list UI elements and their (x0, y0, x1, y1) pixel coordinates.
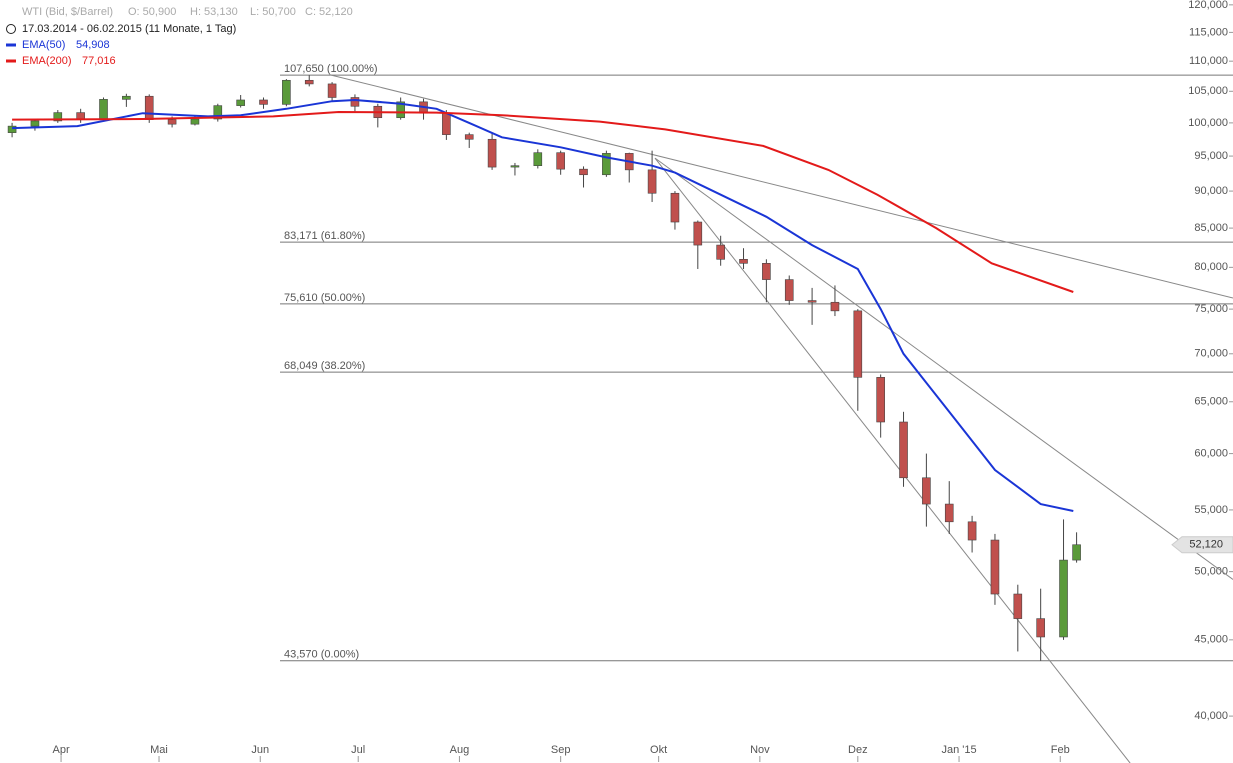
candle-body (510, 165, 520, 168)
candle-body (442, 112, 451, 135)
header: WTI (Bid, $/Barrel) O: 50,900 H: 53,130 … (6, 6, 353, 35)
price-tag (1171, 536, 1233, 554)
y-tick-label: 100,000 (1188, 117, 1228, 129)
candle-body (784, 279, 794, 301)
trend-line (654, 157, 1233, 580)
candle-body (716, 244, 725, 260)
y-tick-label: 110,000 (1189, 55, 1228, 67)
y-tick-label: 120,000 (1188, 0, 1228, 11)
candle-body (556, 152, 565, 170)
candle-body (236, 99, 245, 106)
candle-body (922, 477, 931, 505)
y-tick-label: 115,000 (1189, 26, 1228, 38)
ohlc-open: O: 50,900 (128, 6, 176, 18)
candle-body (190, 118, 200, 125)
candle-body (282, 79, 291, 105)
y-tick-label: 40,000 (1194, 710, 1228, 722)
x-tick-label: Sep (551, 744, 571, 756)
candle-body (830, 301, 840, 312)
trend-line (654, 157, 1131, 763)
x-tick-label: Aug (450, 744, 470, 756)
ohlc-low: L: 50,700 (250, 6, 296, 18)
candle-body (396, 101, 405, 119)
level-label: 43,570 (0.00%) (284, 649, 359, 661)
y-tick-label: 105,000 (1188, 85, 1228, 97)
x-tick-label: Jun (251, 744, 269, 756)
y-tick-label: 50,000 (1194, 566, 1228, 578)
candle-body (647, 169, 657, 194)
ema-line (12, 110, 1074, 293)
candle-body (213, 105, 223, 120)
candle-body (7, 125, 17, 133)
candle-body (693, 221, 703, 246)
candle-body (990, 539, 1000, 595)
candle-body (167, 119, 177, 125)
candle-body (1036, 618, 1045, 638)
candle-body (53, 112, 63, 122)
candle-body (487, 138, 497, 168)
legend-label: EMA(50) (22, 39, 65, 51)
candle-body (327, 83, 337, 98)
ohlc-close: C: 52,120 (305, 6, 353, 18)
x-tick-label: Feb (1051, 744, 1070, 756)
x-tick-label: Dez (848, 744, 868, 756)
candle-body (807, 300, 817, 303)
candle-body (967, 521, 977, 541)
y-tick-label: 95,000 (1194, 150, 1228, 162)
level-label: 107,650 (100.00%) (284, 63, 378, 75)
candle-body (1072, 544, 1081, 561)
level-label: 68,049 (38.20%) (284, 360, 365, 372)
candle-body (739, 258, 748, 264)
candle-body (144, 95, 154, 120)
y-tick-label: 90,000 (1194, 185, 1228, 197)
candle-body (1059, 559, 1068, 638)
x-tick-label: Jan '15 (941, 744, 976, 756)
clock-icon (6, 24, 16, 34)
ema-line (12, 98, 1074, 512)
y-tick-label: 75,000 (1194, 303, 1228, 315)
candle-body (670, 192, 680, 223)
candle-body (259, 99, 268, 105)
price-tag-label: 52,120 (1189, 539, 1223, 551)
ohlc-high: H: 53,130 (190, 6, 238, 18)
y-tick-label: 85,000 (1194, 222, 1228, 234)
candle-body (944, 503, 954, 523)
candle-body (350, 97, 360, 107)
x-tick-label: Okt (650, 744, 667, 756)
level-label: 83,171 (61.80%) (284, 230, 365, 242)
candle-body (464, 134, 474, 140)
y-tick-label: 55,000 (1194, 504, 1228, 516)
y-tick-label: 45,000 (1194, 634, 1228, 646)
level-label: 75,610 (50.00%) (284, 292, 365, 304)
candle-body (76, 112, 85, 120)
y-tick-label: 70,000 (1194, 348, 1228, 360)
legend-label: EMA(200) (22, 55, 72, 67)
candle-body (579, 168, 588, 176)
y-tick-label: 60,000 (1194, 447, 1228, 459)
legend-value: 77,016 (82, 55, 116, 67)
candle-body (762, 263, 771, 280)
instrument-title: WTI (Bid, $/Barrel) (22, 6, 113, 18)
candle-body (876, 377, 885, 423)
x-tick-label: Nov (750, 744, 770, 756)
candle-body (122, 95, 131, 100)
trend-line (330, 74, 1233, 299)
y-tick-label: 80,000 (1194, 261, 1228, 273)
candle-body (304, 79, 314, 85)
candle-body (853, 310, 863, 378)
candle-body (602, 153, 611, 176)
candle-body (1013, 593, 1023, 619)
x-tick-label: Mai (150, 744, 168, 756)
x-tick-label: Apr (52, 744, 69, 756)
legend-value: 54,908 (76, 39, 110, 51)
y-tick-label: 65,000 (1194, 396, 1228, 408)
candle-body (533, 152, 543, 166)
date-range: 17.03.2014 - 06.02.2015 (11 Monate, 1 Ta… (22, 23, 236, 35)
candle-body (899, 421, 908, 479)
candle-body (30, 120, 40, 127)
candle-body (99, 99, 108, 120)
x-tick-label: Jul (351, 744, 365, 756)
